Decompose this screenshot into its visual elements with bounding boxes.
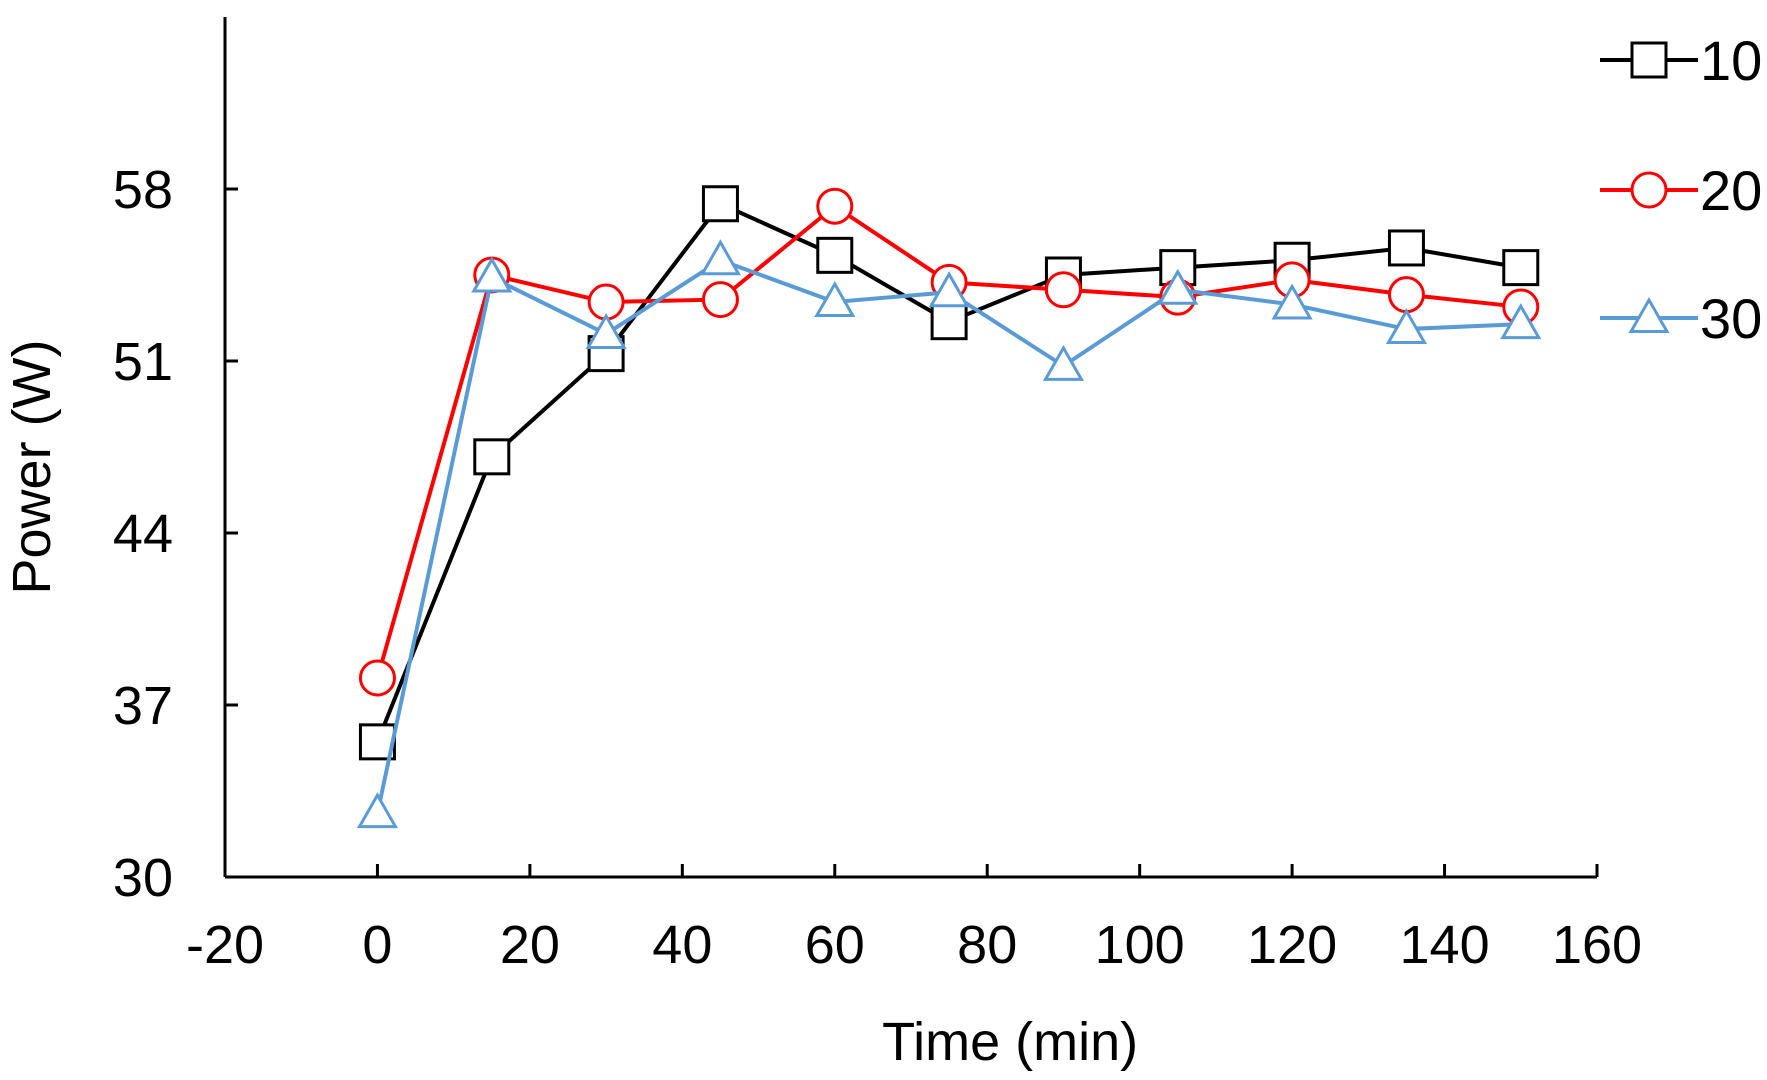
series-30-point <box>1385 308 1428 345</box>
series-30-point <box>699 239 742 276</box>
series-20-point <box>1387 276 1425 314</box>
x-axis-title: Time (min) <box>882 1012 1138 1072</box>
x-tick-label: 100 <box>1095 915 1185 975</box>
y-tick-label: 58 <box>113 160 173 220</box>
series-30-point <box>585 312 627 349</box>
series-20-point <box>358 659 396 697</box>
legend-marker <box>1628 296 1670 333</box>
series-10-point <box>1502 249 1540 287</box>
y-axis-title: Power (W) <box>2 340 62 595</box>
series-10-point <box>473 438 511 476</box>
series-30-point <box>1500 303 1542 340</box>
legend-label: 10 <box>1700 29 1762 92</box>
x-tick-label: 80 <box>957 915 1017 975</box>
series-10-point <box>1387 229 1425 267</box>
series-10-point <box>816 236 854 274</box>
y-tick-label: 30 <box>113 848 173 908</box>
series-30-point <box>1157 268 1199 305</box>
series-30 <box>356 239 1542 829</box>
series-10-point <box>930 303 968 341</box>
legend-item-30: 30 <box>1600 287 1762 350</box>
axes: -20 0 20 40 60 80 100 120 140 160 30 37 44 51 58 Time (… <box>2 17 1642 1072</box>
series-30-point <box>356 792 399 829</box>
series-20-point <box>1044 271 1082 309</box>
series-30-point <box>928 271 970 308</box>
x-tick-label: 160 <box>1552 915 1642 975</box>
x-tick-label: 120 <box>1247 915 1337 975</box>
x-tick-label: 40 <box>652 915 712 975</box>
series-20 <box>358 187 1540 697</box>
series-layer <box>356 185 1542 829</box>
x-tick-label: -20 <box>186 915 264 975</box>
x-tick-label: 20 <box>500 915 560 975</box>
x-tick-label: 140 <box>1400 915 1490 975</box>
series-30-point <box>814 281 856 318</box>
legend-item-20: 20 <box>1600 159 1762 222</box>
series-10-point <box>701 185 739 223</box>
series-30-point <box>471 256 513 293</box>
series-30-point <box>1042 344 1085 381</box>
y-tick-label: 37 <box>113 676 173 736</box>
legend-label: 20 <box>1700 159 1762 222</box>
series-10-point <box>1159 249 1197 287</box>
x-tick-label: 0 <box>362 915 392 975</box>
y-tick-label: 44 <box>113 504 173 564</box>
series-30-point <box>1271 283 1313 320</box>
legend-marker <box>1630 41 1668 79</box>
series-20-point <box>701 281 739 319</box>
series-20-point <box>816 187 854 225</box>
legend: 10 20 30 <box>1600 29 1762 350</box>
legend-item-10: 10 <box>1600 29 1762 92</box>
y-tick-label: 51 <box>113 332 173 392</box>
x-tick-label: 60 <box>805 915 865 975</box>
legend-marker <box>1630 171 1668 209</box>
series-30-line <box>375 258 1521 814</box>
legend-label: 30 <box>1700 287 1762 350</box>
